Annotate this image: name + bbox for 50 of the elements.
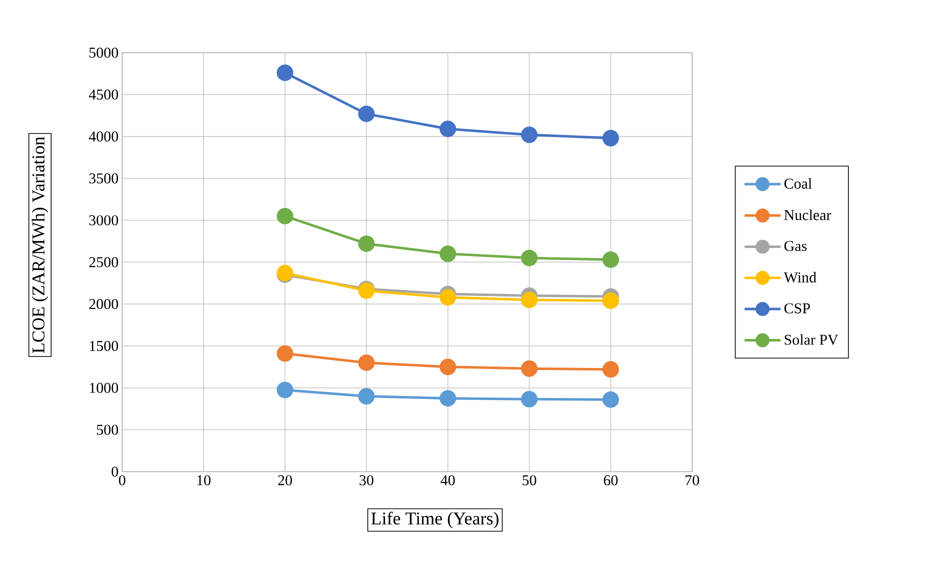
point: [521, 390, 538, 408]
point: [440, 390, 456, 407]
point: [276, 208, 294, 224]
x-axis-title: Life Time (Years): [371, 512, 498, 528]
legend-label: Solar PV: [784, 334, 838, 345]
point: [276, 382, 294, 398]
y-tick-label: 500: [96, 424, 118, 435]
point: [602, 361, 619, 378]
point: [358, 235, 375, 252]
point: [521, 126, 538, 144]
x-tick-label: 50: [522, 475, 536, 486]
point: [521, 250, 538, 266]
legend-label: Wind: [784, 272, 816, 283]
y-tick-label: 1500: [90, 340, 118, 352]
x-tick-label: 0: [118, 475, 126, 486]
legend-label: Nuclear: [784, 210, 832, 220]
point: [521, 292, 538, 308]
y-tick-label: 4000: [88, 131, 118, 142]
point: [521, 360, 538, 377]
y-tick-label: 3000: [89, 215, 118, 226]
y-tick-label: 0: [112, 466, 118, 477]
y-tick-label: 3500: [89, 173, 118, 184]
y-tick-label: 5000: [89, 48, 118, 58]
point: [358, 354, 375, 371]
point: [440, 246, 456, 262]
x-tick-label: 70: [686, 475, 700, 486]
point: [602, 251, 619, 268]
x-tick-label: 40: [440, 475, 455, 486]
point: [440, 289, 456, 306]
y-tick-label: 4500: [88, 89, 118, 100]
x-tick-label: 60: [604, 475, 618, 486]
point: [440, 120, 456, 138]
point: [358, 106, 375, 122]
point: [276, 345, 294, 362]
x-tick-label: 20: [278, 475, 292, 486]
y-tick-label: 1000: [90, 382, 118, 393]
y-tick-label: 2000: [89, 298, 118, 310]
point: [602, 292, 619, 309]
point: [358, 388, 375, 404]
legend-label: Gas: [784, 240, 807, 252]
point: [602, 130, 619, 146]
legend-label: Coal: [784, 178, 812, 189]
point: [276, 64, 294, 82]
legend-label: CSP: [784, 303, 810, 314]
x-tick-label: 30: [360, 475, 374, 486]
y-axis-title: LCOE (ZAR/MWh) Variation: [32, 136, 48, 353]
point: [440, 358, 456, 376]
point: [602, 391, 619, 408]
y-tick-label: 2500: [89, 257, 118, 268]
x-tick-label: 10: [197, 475, 211, 486]
